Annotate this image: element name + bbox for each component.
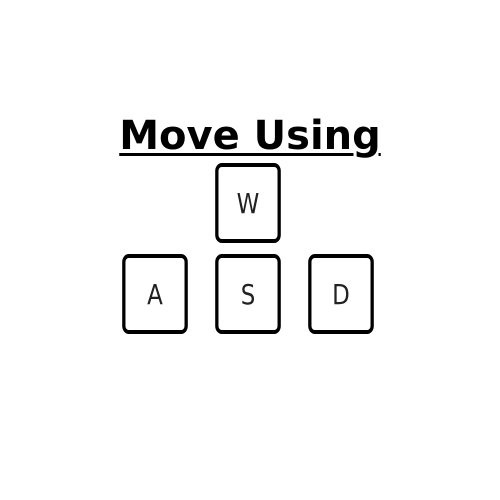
d-key-label: D: [332, 277, 350, 311]
w-key-label: W: [236, 186, 260, 220]
title-heading: Move Using: [0, 110, 500, 162]
s-key: S: [215, 254, 281, 334]
s-key-label: S: [240, 277, 256, 311]
a-key: A: [122, 254, 188, 334]
d-key: D: [308, 254, 374, 334]
a-key-label: A: [147, 277, 163, 311]
title-text: Move Using: [119, 113, 381, 159]
w-key: W: [215, 163, 281, 243]
